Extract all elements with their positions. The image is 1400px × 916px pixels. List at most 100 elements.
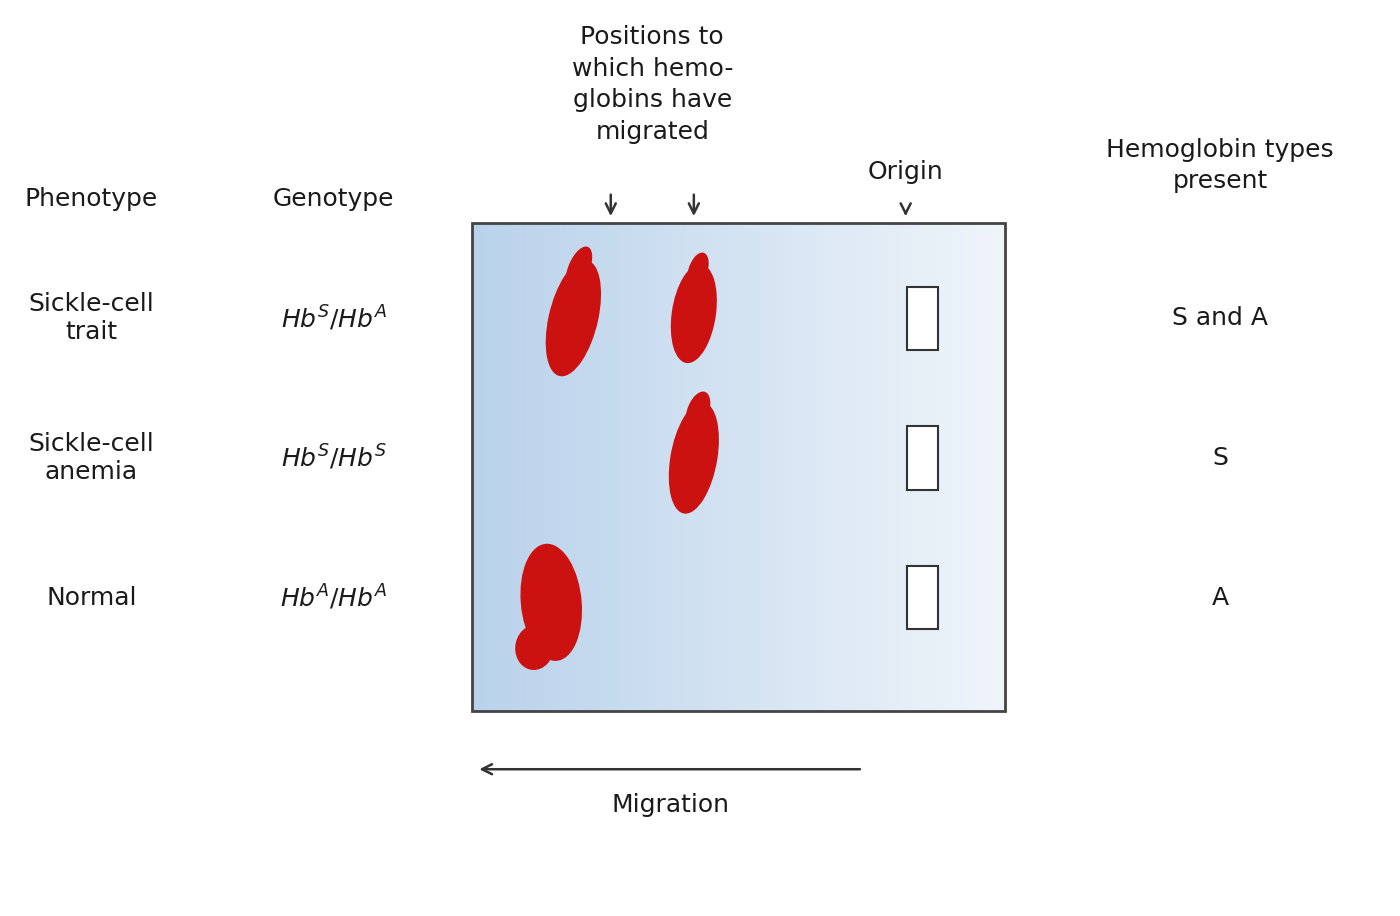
Bar (773, 224, 778, 711)
Bar (746, 224, 752, 711)
Bar (998, 224, 1005, 711)
Bar (865, 224, 872, 711)
Bar (986, 224, 993, 711)
Bar (493, 224, 498, 711)
Bar (626, 224, 633, 711)
Bar (566, 224, 573, 711)
Bar (612, 224, 619, 711)
Ellipse shape (669, 402, 720, 514)
Bar (805, 224, 812, 711)
Bar (812, 224, 819, 711)
Bar (525, 224, 532, 711)
Bar (718, 224, 725, 711)
Text: Migration: Migration (612, 793, 729, 817)
Bar (725, 224, 732, 711)
Text: Phenotype: Phenotype (25, 188, 158, 212)
Bar (519, 224, 525, 711)
Bar (752, 224, 759, 711)
Bar (580, 224, 585, 711)
Bar (546, 224, 552, 711)
Bar (479, 224, 486, 711)
Bar (652, 224, 659, 711)
Bar (532, 224, 539, 711)
Text: Origin: Origin (868, 160, 944, 184)
Bar (699, 224, 706, 711)
Bar (505, 224, 512, 711)
Bar (839, 224, 846, 711)
Bar (966, 224, 972, 711)
Ellipse shape (686, 391, 710, 431)
Bar (932, 224, 939, 711)
Text: S: S (1212, 446, 1228, 470)
Bar (766, 224, 773, 711)
Text: $\mathit{Hb}^{S}\mathit{/}\mathit{Hb}^{S}$: $\mathit{Hb}^{S}\mathit{/}\mathit{Hb}^{S… (281, 443, 386, 473)
Bar (759, 224, 766, 711)
Text: A: A (1211, 586, 1229, 610)
Bar (972, 224, 979, 711)
Bar (993, 224, 998, 711)
Bar (826, 224, 832, 711)
Text: Genotype: Genotype (273, 188, 395, 212)
Ellipse shape (546, 260, 601, 376)
Bar (907, 427, 938, 489)
Bar (706, 224, 713, 711)
Text: Sickle-cell
anemia: Sickle-cell anemia (28, 432, 154, 484)
Bar (911, 224, 918, 711)
Bar (925, 224, 932, 711)
Bar (799, 224, 805, 711)
Bar (792, 224, 799, 711)
Bar (945, 224, 952, 711)
Bar (659, 224, 665, 711)
Bar (713, 224, 718, 711)
Bar (472, 224, 479, 711)
Bar (559, 224, 566, 711)
Text: $\mathit{Hb}^{S}\mathit{/}\mathit{Hb}^{A}$: $\mathit{Hb}^{S}\mathit{/}\mathit{Hb}^{A… (281, 303, 386, 333)
Bar (599, 224, 606, 711)
Text: $\mathit{Hb}^{A}\mathit{/}\mathit{Hb}^{A}$: $\mathit{Hb}^{A}\mathit{/}\mathit{Hb}^{A… (280, 583, 388, 613)
Bar (472, 224, 1005, 711)
Text: Normal: Normal (46, 586, 137, 610)
Bar (672, 224, 679, 711)
Bar (939, 224, 945, 711)
Bar (739, 224, 746, 711)
Bar (907, 566, 938, 629)
Bar (619, 224, 626, 711)
Bar (858, 224, 865, 711)
Bar (486, 224, 493, 711)
Bar (592, 224, 599, 711)
Bar (778, 224, 785, 711)
Bar (907, 287, 938, 350)
Bar (498, 224, 505, 711)
Bar (892, 224, 899, 711)
Bar (692, 224, 699, 711)
Ellipse shape (687, 253, 708, 289)
Bar (906, 224, 911, 711)
Bar (539, 224, 546, 711)
Bar (686, 224, 692, 711)
Ellipse shape (566, 246, 592, 290)
Bar (918, 224, 925, 711)
Ellipse shape (521, 544, 582, 661)
Bar (872, 224, 879, 711)
Bar (952, 224, 959, 711)
Bar (785, 224, 792, 711)
Bar (552, 224, 559, 711)
Bar (633, 224, 638, 711)
Bar (679, 224, 686, 711)
Bar (832, 224, 839, 711)
Bar (959, 224, 966, 711)
Bar (819, 224, 826, 711)
Ellipse shape (515, 625, 554, 670)
Text: Hemoglobin types
present: Hemoglobin types present (1106, 137, 1334, 193)
Text: Sickle-cell
trait: Sickle-cell trait (28, 292, 154, 344)
Bar (899, 224, 906, 711)
Text: S and A: S and A (1172, 306, 1268, 330)
Bar (645, 224, 652, 711)
Bar (665, 224, 672, 711)
Bar (885, 224, 892, 711)
Bar (573, 224, 580, 711)
Bar (846, 224, 853, 711)
Bar (606, 224, 612, 711)
Bar (512, 224, 519, 711)
Bar (853, 224, 858, 711)
